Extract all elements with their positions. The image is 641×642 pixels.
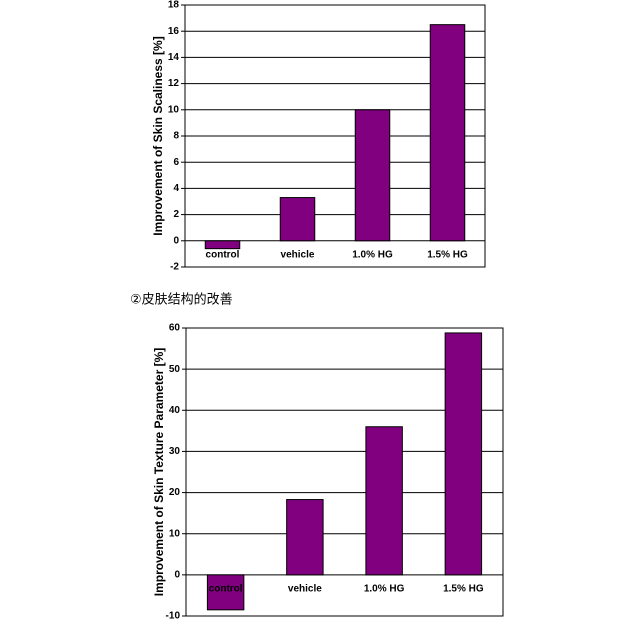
y-axis-label: Improvement of Skin Texture Parameter [%… — [152, 348, 166, 597]
y-tick-label: -2 — [170, 262, 179, 273]
y-tick-label: 30 — [169, 446, 181, 457]
x-tick-label: 1.5% HG — [427, 249, 468, 260]
y-tick-label: -10 — [166, 611, 181, 622]
bar — [365, 426, 403, 576]
bar — [354, 109, 391, 242]
y-tick-label: 14 — [168, 52, 180, 63]
y-tick-label: 6 — [173, 157, 179, 168]
bar — [429, 24, 466, 242]
x-tick-label: control — [206, 249, 240, 260]
bar — [206, 574, 245, 611]
y-tick-label: 0 — [173, 235, 179, 246]
y-tick-label: 12 — [168, 78, 180, 89]
bar — [204, 240, 241, 250]
y-tick-label: 60 — [169, 323, 181, 334]
y-tick-label: 4 — [173, 183, 179, 194]
y-tick-label: 0 — [174, 569, 180, 580]
bar — [286, 499, 324, 576]
y-tick-label: 2 — [173, 209, 179, 220]
y-tick-label: 20 — [169, 487, 181, 498]
y-tick-label: 10 — [168, 104, 180, 115]
y-tick-label: 40 — [169, 405, 181, 416]
bar — [444, 332, 483, 576]
y-tick-label: 16 — [168, 26, 180, 37]
y-tick-label: 8 — [173, 131, 179, 142]
y-tick-label: 50 — [169, 364, 181, 375]
x-tick-label: vehicle — [281, 249, 315, 260]
x-tick-label: 1.5% HG — [443, 583, 484, 594]
x-tick-label: vehicle — [288, 583, 322, 594]
x-tick-label: 1.0% HG — [364, 583, 405, 594]
x-tick-label: 1.0% HG — [352, 249, 393, 260]
x-tick-label: control — [209, 583, 243, 594]
y-tick-label: 10 — [169, 528, 181, 539]
bar — [279, 197, 316, 242]
y-axis-label: Improvement of Skin Scaliness [%] — [151, 36, 165, 235]
y-tick-label: 18 — [168, 0, 180, 11]
caption: ②皮肤结构的改善 — [130, 292, 233, 308]
